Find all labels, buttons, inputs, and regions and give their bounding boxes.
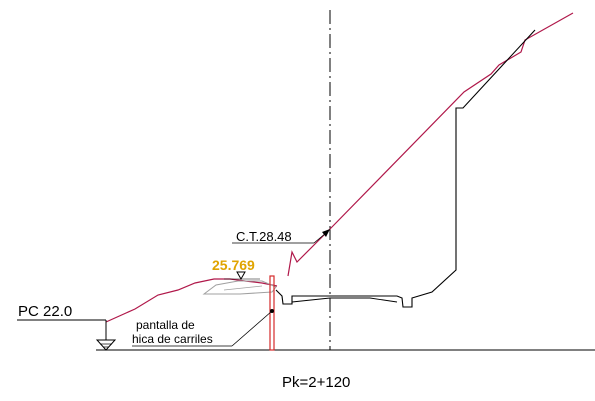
section-outline [275,29,536,308]
level-marker-triangle [236,271,246,281]
terrain-profile-right [287,12,574,277]
station-label: Pk=2+120 [282,374,350,391]
pc-level-triangle [95,339,117,351]
screen-leader-dot [270,309,274,313]
ct-level-label: C.T.28.48 [236,229,292,244]
ct-leader-arrowhead [322,229,330,237]
screen-label-line2: hica de carriles [132,332,213,346]
fill-outline [202,280,277,295]
screen-label-line1: pantalla de [136,318,195,332]
terrain-profile-left [105,278,278,323]
ct-leader-diagonal [313,232,327,244]
pc-level-label: PC 22.0 [18,303,72,320]
screen-leader [231,310,273,347]
road-deck [291,297,398,303]
fill-outline-inner [223,285,263,291]
measured-level-label: 25.769 [212,257,255,273]
